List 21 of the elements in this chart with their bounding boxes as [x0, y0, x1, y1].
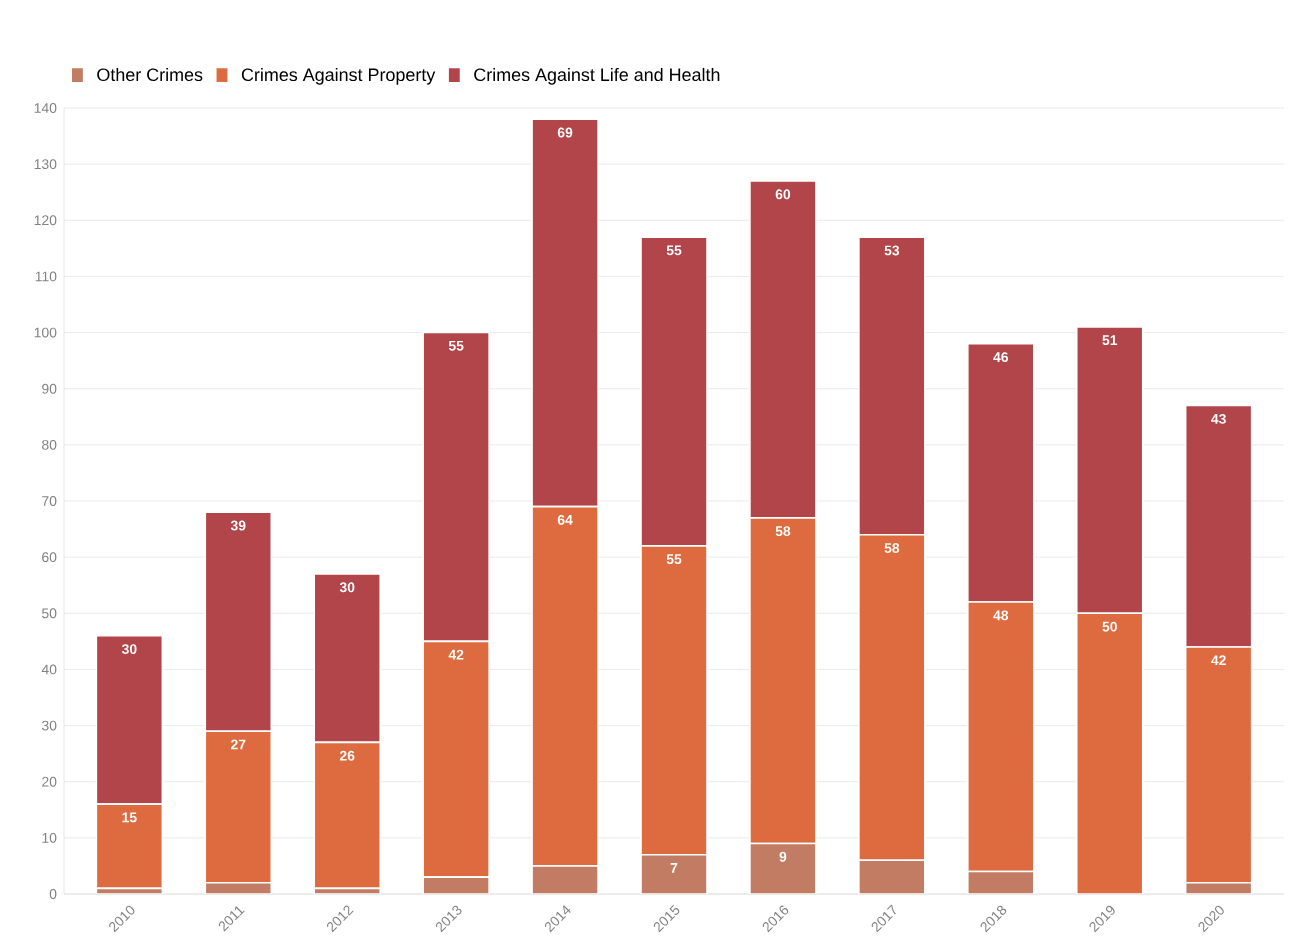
bar — [858, 533, 926, 862]
legend-label: Other Crimes — [97, 67, 203, 82]
bar — [531, 505, 599, 867]
bar — [313, 741, 382, 890]
legend-label: Crimes Against Property — [241, 67, 436, 85]
bar — [749, 842, 817, 894]
legend-label: Crimes Against Life and Health — [474, 67, 720, 85]
bar — [640, 853, 708, 894]
bar — [1184, 646, 1253, 884]
bar — [422, 640, 490, 878]
bar — [967, 871, 1034, 894]
bar — [95, 803, 164, 890]
bar — [531, 865, 599, 894]
bar — [204, 511, 273, 732]
bar — [313, 573, 382, 744]
bar — [967, 601, 1035, 873]
bar — [749, 517, 817, 845]
bar — [1075, 612, 1144, 894]
bar — [204, 730, 273, 884]
bar — [858, 859, 926, 894]
bar — [640, 545, 708, 856]
